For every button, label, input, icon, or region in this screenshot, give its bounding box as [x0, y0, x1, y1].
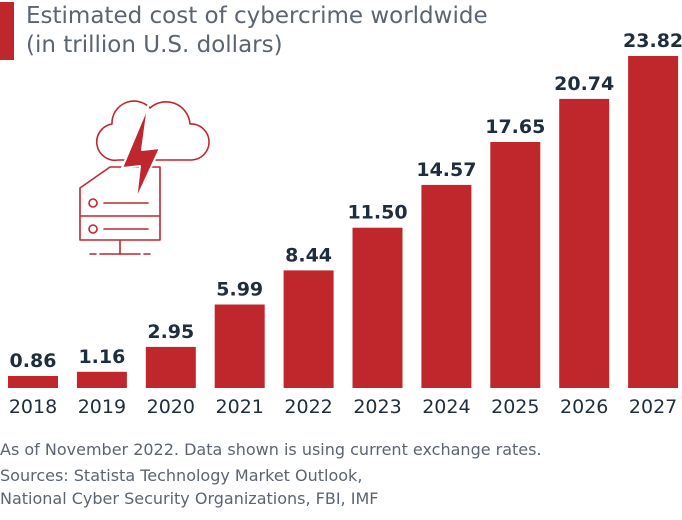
x-tick-label-2018: 2018	[9, 396, 57, 418]
value-label-2024: 14.57	[416, 159, 476, 181]
title-accent-bar	[0, 2, 14, 60]
value-label-2020: 2.95	[147, 321, 194, 343]
chart-subtitle: (in trillion U.S. dollars)	[26, 32, 283, 58]
bar-2025	[490, 142, 541, 388]
x-tick-label-2026: 2026	[560, 396, 608, 418]
value-label-2018: 0.86	[10, 350, 57, 372]
x-tick-label-2022: 2022	[284, 396, 332, 418]
bar-2026	[559, 98, 610, 389]
value-label-2019: 1.16	[78, 346, 125, 368]
lightning-bolt-icon	[121, 105, 161, 201]
x-tick-label-2019: 2019	[78, 396, 126, 418]
value-label-2025: 17.65	[485, 116, 545, 138]
chart-title: Estimated cost of cybercrime worldwide	[26, 3, 488, 29]
bar-2021	[214, 304, 265, 388]
footnote: As of November 2022. Data shown is using…	[0, 440, 542, 459]
x-tick-label-2027: 2027	[629, 396, 677, 418]
bar-2019	[76, 371, 127, 388]
bar-chart: 0.86 2018 1.16 2019 2.95 2020 5.99 2021 8.44 2022…	[8, 30, 682, 418]
bar-2018	[8, 376, 58, 388]
value-label-2027: 23.82	[623, 30, 682, 52]
cloud-server-lightning-icon	[79, 100, 210, 255]
x-tick-label-2020: 2020	[147, 396, 195, 418]
x-tick-label-2023: 2023	[353, 396, 401, 418]
bar-2020	[145, 346, 196, 388]
value-label-2021: 5.99	[216, 279, 263, 301]
x-tick-label-2025: 2025	[491, 396, 539, 418]
chart-title-block: Estimated cost of cybercrime worldwide (…	[26, 2, 586, 60]
x-tick-label-2024: 2024	[422, 396, 470, 418]
x-tick-label-2021: 2021	[216, 396, 264, 418]
bar-2027	[628, 56, 679, 388]
bar-2023	[352, 227, 403, 388]
sources-line-2: National Cyber Security Organizations, F…	[0, 489, 379, 508]
value-label-2022: 8.44	[285, 244, 332, 266]
value-label-2023: 11.50	[347, 202, 407, 224]
sources-line-1: Sources: Statista Technology Market Outl…	[0, 466, 363, 485]
value-label-2026: 20.74	[554, 73, 614, 95]
bar-2024	[421, 184, 472, 388]
bar-2022	[283, 270, 334, 388]
